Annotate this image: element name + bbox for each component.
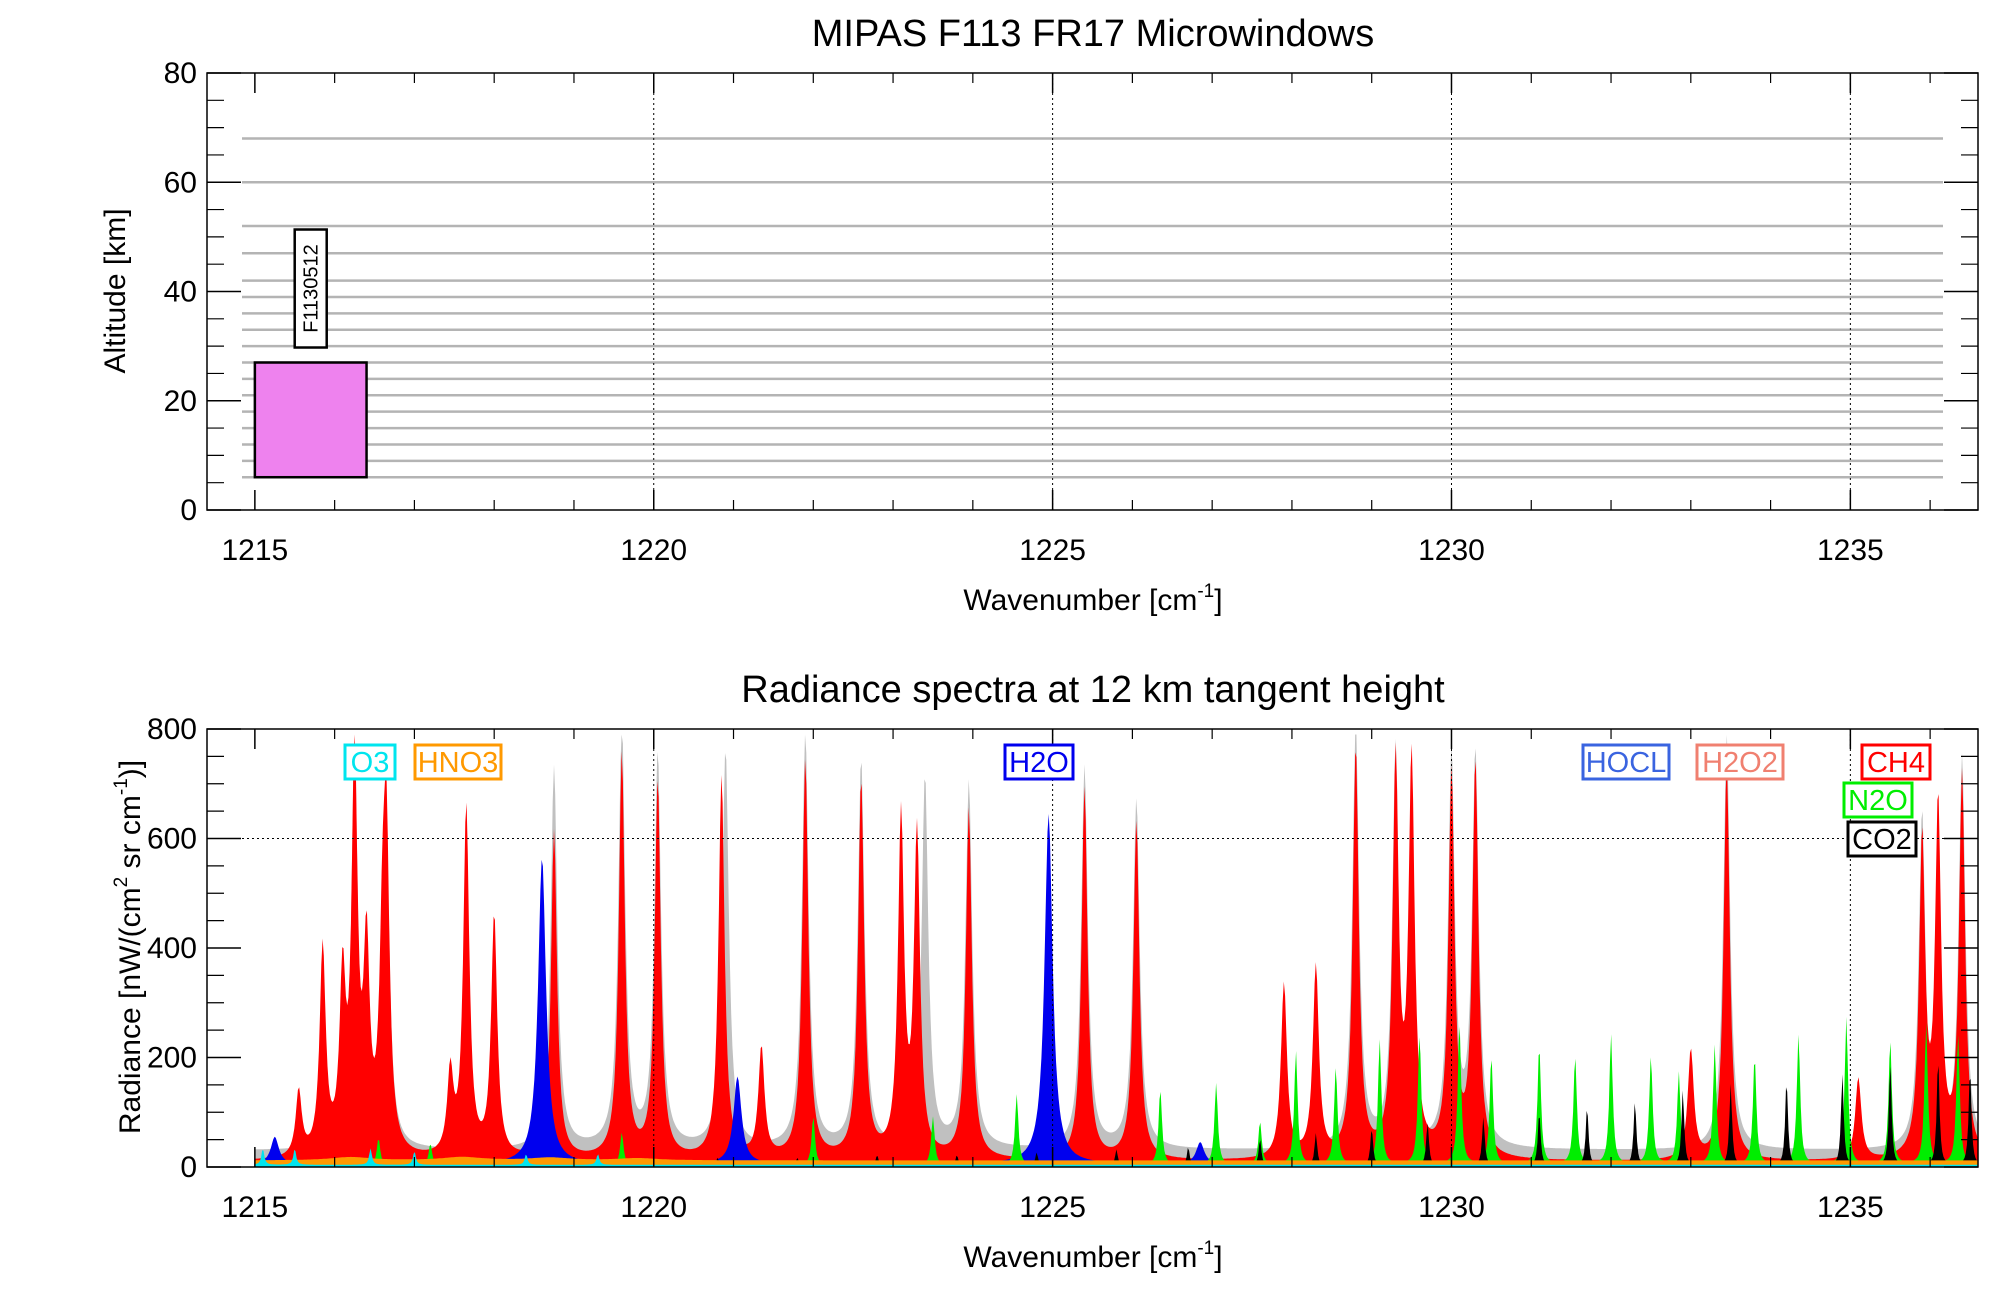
legend-box bbox=[1695, 743, 1785, 781]
legend-box bbox=[343, 743, 397, 781]
legend-box bbox=[1846, 820, 1918, 858]
legend-entry: H2O2 bbox=[1702, 747, 1778, 779]
y-tick-label: 60 bbox=[164, 166, 197, 199]
legend-box bbox=[413, 743, 503, 781]
legend-box bbox=[1842, 781, 1914, 819]
legend-entry: HNO3 bbox=[418, 747, 499, 779]
x-tick-label: 1220 bbox=[620, 534, 687, 567]
legend-entry: CO2 bbox=[1852, 824, 1912, 856]
microwindow-boxes: F1130512 bbox=[253, 228, 368, 479]
legend: O3 HNO3 H2O HOCL H2O2 CH4 N2O CO2 bbox=[343, 743, 1932, 858]
y-tick-label: 40 bbox=[164, 276, 197, 309]
y-tick-label: 200 bbox=[147, 1042, 197, 1075]
microwindow-box bbox=[253, 361, 368, 479]
spectrum-hno3 bbox=[254, 1156, 1978, 1167]
y-tick-label: 80 bbox=[164, 57, 197, 90]
y-tick-label: 20 bbox=[164, 385, 197, 418]
legend-entry: CH4 bbox=[1867, 747, 1925, 779]
x-tick-label: 1230 bbox=[1418, 534, 1485, 567]
legend-entry: HOCL bbox=[1586, 747, 1667, 779]
tangent-altitude-lines bbox=[242, 137, 1943, 479]
bottom-xlabel: Wavenumber [cm-1] bbox=[963, 1238, 1222, 1274]
y-tick-label: 600 bbox=[147, 823, 197, 856]
x-tick-label: 1225 bbox=[1019, 534, 1086, 567]
bottom-axis-ticks: 1215 1220 1225 1230 1235 0 200 400 600 800 bbox=[147, 713, 1978, 1224]
microwindow-label: F1130512 bbox=[301, 244, 323, 333]
legend-entry: N2O bbox=[1848, 785, 1908, 817]
bottom-ylabel: Radiance [nW/(cm2 sr cm-1)] bbox=[111, 760, 147, 1134]
microwindow-panel: MIPAS F113 FR17 Microwindows F1130512 12… bbox=[99, 13, 1979, 617]
top-axis-ticks: 1215 1220 1225 1230 1235 0 20 40 60 80 bbox=[164, 57, 1978, 567]
legend-box bbox=[1003, 743, 1075, 781]
legend-box bbox=[1860, 743, 1932, 781]
x-tick-label: 1235 bbox=[1817, 534, 1884, 567]
y-tick-label: 0 bbox=[180, 1151, 197, 1184]
legend-entry: O3 bbox=[351, 747, 390, 779]
radiance-panel: Radiance spectra at 12 km tangent height… bbox=[111, 669, 1979, 1274]
x-tick-label: 1225 bbox=[1019, 1191, 1086, 1224]
legend-box bbox=[1581, 743, 1671, 781]
y-tick-label: 400 bbox=[147, 932, 197, 965]
x-tick-label: 1235 bbox=[1817, 1191, 1884, 1224]
radiance-areas bbox=[254, 734, 1978, 1167]
bottom-gridlines bbox=[207, 729, 1978, 1167]
top-ylabel: Altitude [km] bbox=[99, 208, 132, 373]
legend-entry: H2O bbox=[1009, 747, 1069, 779]
x-tick-label: 1215 bbox=[221, 1191, 288, 1224]
bottom-title: Radiance spectra at 12 km tangent height bbox=[741, 669, 1445, 711]
top-xlabel: Wavenumber [cm-1] bbox=[963, 581, 1222, 617]
spectrum-ch4 bbox=[254, 734, 1978, 1167]
y-tick-label: 800 bbox=[147, 713, 197, 746]
x-tick-label: 1230 bbox=[1418, 1191, 1485, 1224]
x-tick-label: 1215 bbox=[221, 534, 288, 567]
x-tick-label: 1220 bbox=[620, 1191, 687, 1224]
spectra-group bbox=[254, 734, 1978, 1167]
microwindow-label-box bbox=[293, 228, 328, 349]
spectrum-o3 bbox=[254, 1148, 1978, 1167]
top-title: MIPAS F113 FR17 Microwindows bbox=[812, 13, 1374, 55]
y-tick-label: 0 bbox=[180, 494, 197, 527]
